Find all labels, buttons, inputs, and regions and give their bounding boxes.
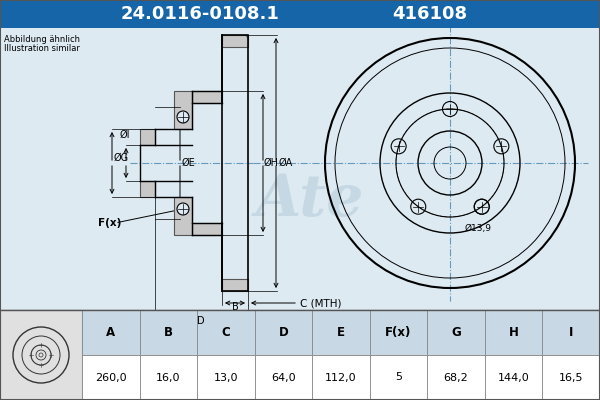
Text: C (MTH): C (MTH) — [300, 298, 341, 308]
Bar — [370, 355, 427, 400]
Polygon shape — [192, 223, 222, 235]
Polygon shape — [222, 35, 248, 47]
Bar — [370, 310, 427, 355]
Text: 64,0: 64,0 — [271, 372, 296, 382]
Bar — [197, 310, 254, 355]
Polygon shape — [192, 91, 222, 103]
Polygon shape — [140, 181, 155, 197]
Bar — [427, 355, 485, 400]
Text: G: G — [451, 326, 461, 339]
Bar — [0, 28, 600, 310]
Text: 24.0116-0108.1: 24.0116-0108.1 — [121, 5, 280, 23]
Bar — [0, 310, 82, 400]
Text: ØA: ØA — [279, 158, 293, 168]
Text: ØG: ØG — [114, 153, 129, 163]
Bar — [542, 355, 600, 400]
Bar — [254, 355, 312, 400]
Bar — [542, 310, 600, 355]
Text: 5: 5 — [395, 372, 402, 382]
Text: 416108: 416108 — [392, 5, 467, 23]
Text: ØI: ØI — [120, 130, 130, 140]
Text: D: D — [278, 326, 289, 339]
Text: C: C — [221, 326, 230, 339]
Circle shape — [177, 111, 189, 123]
Text: B: B — [232, 302, 238, 312]
Bar — [485, 355, 542, 400]
Bar — [140, 310, 197, 355]
Bar — [312, 310, 370, 355]
Polygon shape — [174, 91, 192, 129]
Bar — [0, 310, 600, 400]
Text: Abbildung ähnlich: Abbildung ähnlich — [4, 35, 80, 44]
Text: B: B — [164, 326, 173, 339]
Bar — [197, 355, 254, 400]
Text: 144,0: 144,0 — [498, 372, 530, 382]
Text: 13,0: 13,0 — [214, 372, 238, 382]
Text: F(x): F(x) — [98, 218, 121, 228]
Text: 68,2: 68,2 — [444, 372, 469, 382]
Polygon shape — [222, 279, 248, 291]
Text: ØE: ØE — [182, 158, 196, 168]
Text: 260,0: 260,0 — [95, 372, 127, 382]
Text: D: D — [197, 316, 205, 326]
Bar — [485, 310, 542, 355]
Text: F(x): F(x) — [385, 326, 412, 339]
Text: H: H — [509, 326, 518, 339]
Bar — [0, 0, 600, 28]
Bar — [82, 355, 140, 400]
Text: Ø13,9: Ø13,9 — [465, 224, 492, 232]
Bar — [427, 310, 485, 355]
Text: A: A — [106, 326, 115, 339]
Text: 16,5: 16,5 — [559, 372, 583, 382]
Text: 16,0: 16,0 — [156, 372, 181, 382]
Polygon shape — [174, 197, 192, 235]
Circle shape — [177, 203, 189, 215]
Bar — [82, 310, 140, 355]
Text: E: E — [337, 326, 345, 339]
Bar — [254, 310, 312, 355]
Polygon shape — [140, 129, 155, 145]
Text: Illustration similar: Illustration similar — [4, 44, 80, 53]
Bar — [312, 355, 370, 400]
Text: I: I — [569, 326, 574, 339]
Text: 112,0: 112,0 — [325, 372, 357, 382]
Bar — [140, 355, 197, 400]
Text: Ate: Ate — [256, 172, 364, 228]
Text: ØH: ØH — [264, 158, 279, 168]
